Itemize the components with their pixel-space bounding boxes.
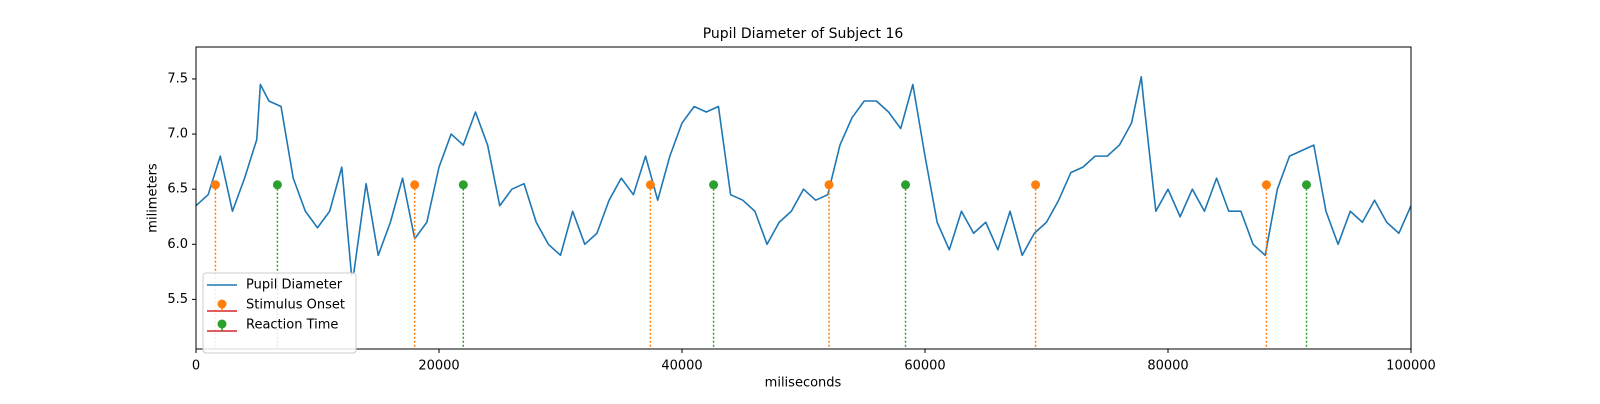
legend-marker	[217, 299, 227, 309]
pupil-line	[196, 75, 1411, 276]
stem-marker	[1031, 180, 1041, 190]
legend-box	[202, 272, 357, 354]
y-tick-label: 5.5	[167, 292, 188, 307]
stem-marker	[824, 180, 834, 190]
y-tick-label: 6.0	[167, 237, 188, 252]
stem-marker	[645, 180, 655, 190]
stem-marker	[458, 180, 468, 190]
x-axis-label: miliseconds	[765, 376, 842, 391]
stem-marker	[1302, 180, 1312, 190]
stem-marker	[210, 180, 220, 190]
y-tick-label: 7.5	[167, 71, 188, 86]
legend-label: Pupil Diameter	[246, 278, 343, 293]
x-tick-label: 100000	[1386, 359, 1436, 374]
y-axis-label: milimeters	[146, 163, 161, 233]
plot-area	[196, 75, 1411, 349]
stem-marker	[410, 180, 420, 190]
x-tick-label: 40000	[661, 359, 702, 374]
x-tick-label: 20000	[418, 359, 459, 374]
legend-marker	[217, 319, 227, 329]
x-tick-label: 0	[192, 359, 200, 374]
x-tick-label: 60000	[904, 359, 945, 374]
stem-marker	[709, 180, 719, 190]
stem-marker	[1261, 180, 1271, 190]
axes-frame	[195, 46, 1412, 350]
legend-label: Stimulus Onset	[246, 298, 345, 313]
chart-title: Pupil Diameter of Subject 16	[703, 26, 904, 42]
x-tick-label: 80000	[1147, 359, 1188, 374]
stem-marker	[272, 180, 282, 190]
y-tick-label: 7.0	[167, 127, 188, 142]
legend-label: Reaction Time	[246, 318, 338, 333]
y-tick-label: 6.5	[167, 182, 188, 197]
stem-marker	[901, 180, 911, 190]
